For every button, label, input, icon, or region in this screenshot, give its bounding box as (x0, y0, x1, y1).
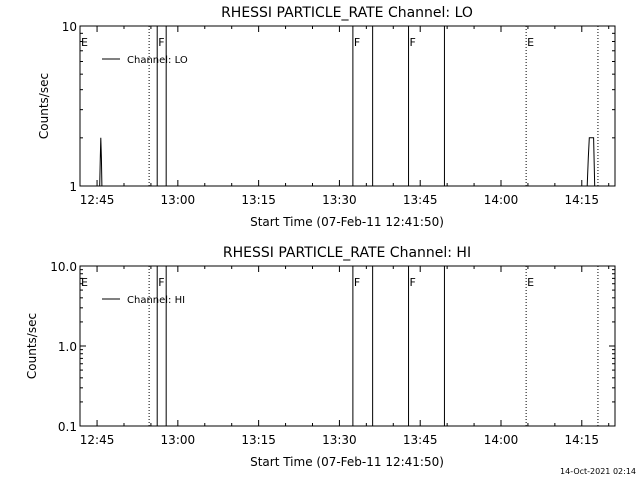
x-tick-label: 12:45 (80, 433, 115, 447)
x-tick-label: 14:15 (564, 193, 599, 207)
x-axis-label: Start Time (07-Feb-11 12:41:50) (250, 455, 444, 469)
x-tick-label: 13:15 (241, 193, 276, 207)
flag-label: E (527, 276, 534, 289)
flag-label: F (354, 276, 360, 289)
footer-timestamp: 14-Oct-2021 02:14 (560, 467, 636, 476)
chart-panel-1: 12:45 13:00 13:15 13:30 13:45 14:00 14:15 1 10 E F… (37, 5, 616, 229)
chart-panel-2: 12:45 13:00 13:15 13:30 13:45 14:00 14:15 0.1 1.… (25, 245, 616, 469)
plot-frame (79, 25, 616, 187)
y-axis-label: Counts/sec (25, 313, 39, 379)
x-tick-label: 13:15 (241, 433, 276, 447)
legend-label: Channel: LO (127, 55, 188, 66)
flag-label: F (158, 276, 164, 289)
x-axis-label: Start Time (07-Feb-11 12:41:50) (250, 215, 444, 229)
flag-label: E (81, 36, 88, 49)
x-tick-label: 13:45 (403, 193, 438, 207)
chart-title: RHESSI PARTICLE_RATE Channel: HI (223, 245, 471, 261)
x-tick-label: 12:45 (80, 193, 115, 207)
x-tick-label: 14:00 (484, 433, 519, 447)
flag-label: E (81, 276, 88, 289)
x-tick-label: 14:15 (564, 433, 599, 447)
flag-label: E (527, 36, 534, 49)
plot-frame (79, 265, 616, 427)
y-axis-label: Counts/sec (37, 73, 51, 139)
x-tick-label: 13:30 (322, 193, 357, 207)
y-tick-label: 1.0 (58, 340, 77, 354)
y-tick-label: 10 (62, 20, 77, 34)
x-tick-label: 14:00 (484, 193, 519, 207)
x-tick-label: 13:45 (403, 433, 438, 447)
data-series-line (586, 137, 596, 187)
flag-label: F (410, 36, 416, 49)
legend-label: Channel: HI (127, 295, 185, 306)
y-tick-label: 10.0 (50, 260, 77, 274)
flag-label: F (354, 36, 360, 49)
flag-label: F (158, 36, 164, 49)
y-tick-label: 0.1 (58, 420, 77, 434)
data-series-line (99, 137, 103, 187)
x-tick-label: 13:00 (161, 433, 196, 447)
y-tick-label: 1 (69, 180, 77, 194)
chart-title: RHESSI PARTICLE_RATE Channel: LO (221, 5, 473, 21)
x-tick-label: 13:00 (161, 193, 196, 207)
x-tick-label: 13:30 (322, 433, 357, 447)
flag-label: F (410, 276, 416, 289)
